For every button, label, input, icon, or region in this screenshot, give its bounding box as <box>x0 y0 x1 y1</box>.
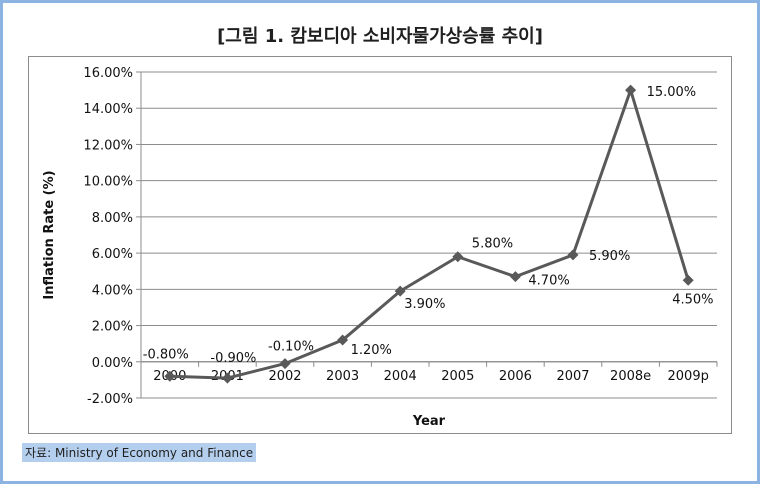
x-tick-label: 2009p <box>668 369 709 384</box>
data-label: 5.80% <box>472 237 513 252</box>
data-point-marker <box>452 251 464 263</box>
x-tick-label: 2007 <box>556 369 589 384</box>
data-label: -0.90% <box>210 351 256 366</box>
data-label: 1.20% <box>351 343 392 358</box>
y-tick-label: 16.00% <box>83 66 133 81</box>
x-tick-label: 2002 <box>268 369 301 384</box>
y-tick-label: -2.00% <box>87 392 133 407</box>
data-label: -0.10% <box>268 340 314 355</box>
x-tick-label: 2005 <box>441 369 474 384</box>
data-point-marker <box>337 334 349 346</box>
data-point-marker <box>682 274 694 286</box>
inflation-line-chart: -2.00% 0.00% 2.00% 4.00% 6.00% 8.00% 10.00% 12.… <box>42 66 718 429</box>
data-point-marker <box>509 271 521 283</box>
y-tick-label: 14.00% <box>83 102 133 117</box>
y-tick-label: 4.00% <box>92 283 133 298</box>
inflation-series-line <box>169 88 690 380</box>
y-tick-label: 12.00% <box>83 138 133 153</box>
source-note: 자료: Ministry of Economy and Finance <box>22 443 257 462</box>
y-tick-label: 2.00% <box>92 320 133 335</box>
x-tick-label: 2004 <box>384 369 417 384</box>
y-tick-label: 10.00% <box>83 175 133 190</box>
data-point-marker <box>279 358 291 370</box>
x-tick-label: 2008e <box>610 369 651 384</box>
data-point-marker <box>625 84 637 96</box>
data-label: 5.90% <box>589 249 630 264</box>
data-label: 15.00% <box>647 85 697 100</box>
data-label: -0.80% <box>143 347 189 362</box>
x-tick-label: 2003 <box>326 369 359 384</box>
chart-area: -2.00% 0.00% 2.00% 4.00% 6.00% 8.00% 10.00% 12.… <box>28 56 732 434</box>
data-label: 4.70% <box>528 274 569 289</box>
y-tick-label: 8.00% <box>92 211 133 226</box>
data-point-marker <box>567 249 579 261</box>
y-axis-title: Inflation Rate (%) <box>42 170 57 299</box>
data-label: 3.90% <box>404 297 445 312</box>
figure-title: [그림 1. 캄보디아 소비자물가상승률 추이] <box>217 26 543 47</box>
data-point-marker <box>394 285 406 297</box>
y-tick-label: 0.00% <box>92 356 133 371</box>
x-tick-label: 2006 <box>499 369 532 384</box>
x-axis-title: Year <box>412 414 446 429</box>
data-point-marker <box>221 372 233 384</box>
data-point-marker <box>164 370 176 382</box>
data-label: 4.50% <box>672 292 713 307</box>
y-tick-label: 6.00% <box>92 247 133 262</box>
